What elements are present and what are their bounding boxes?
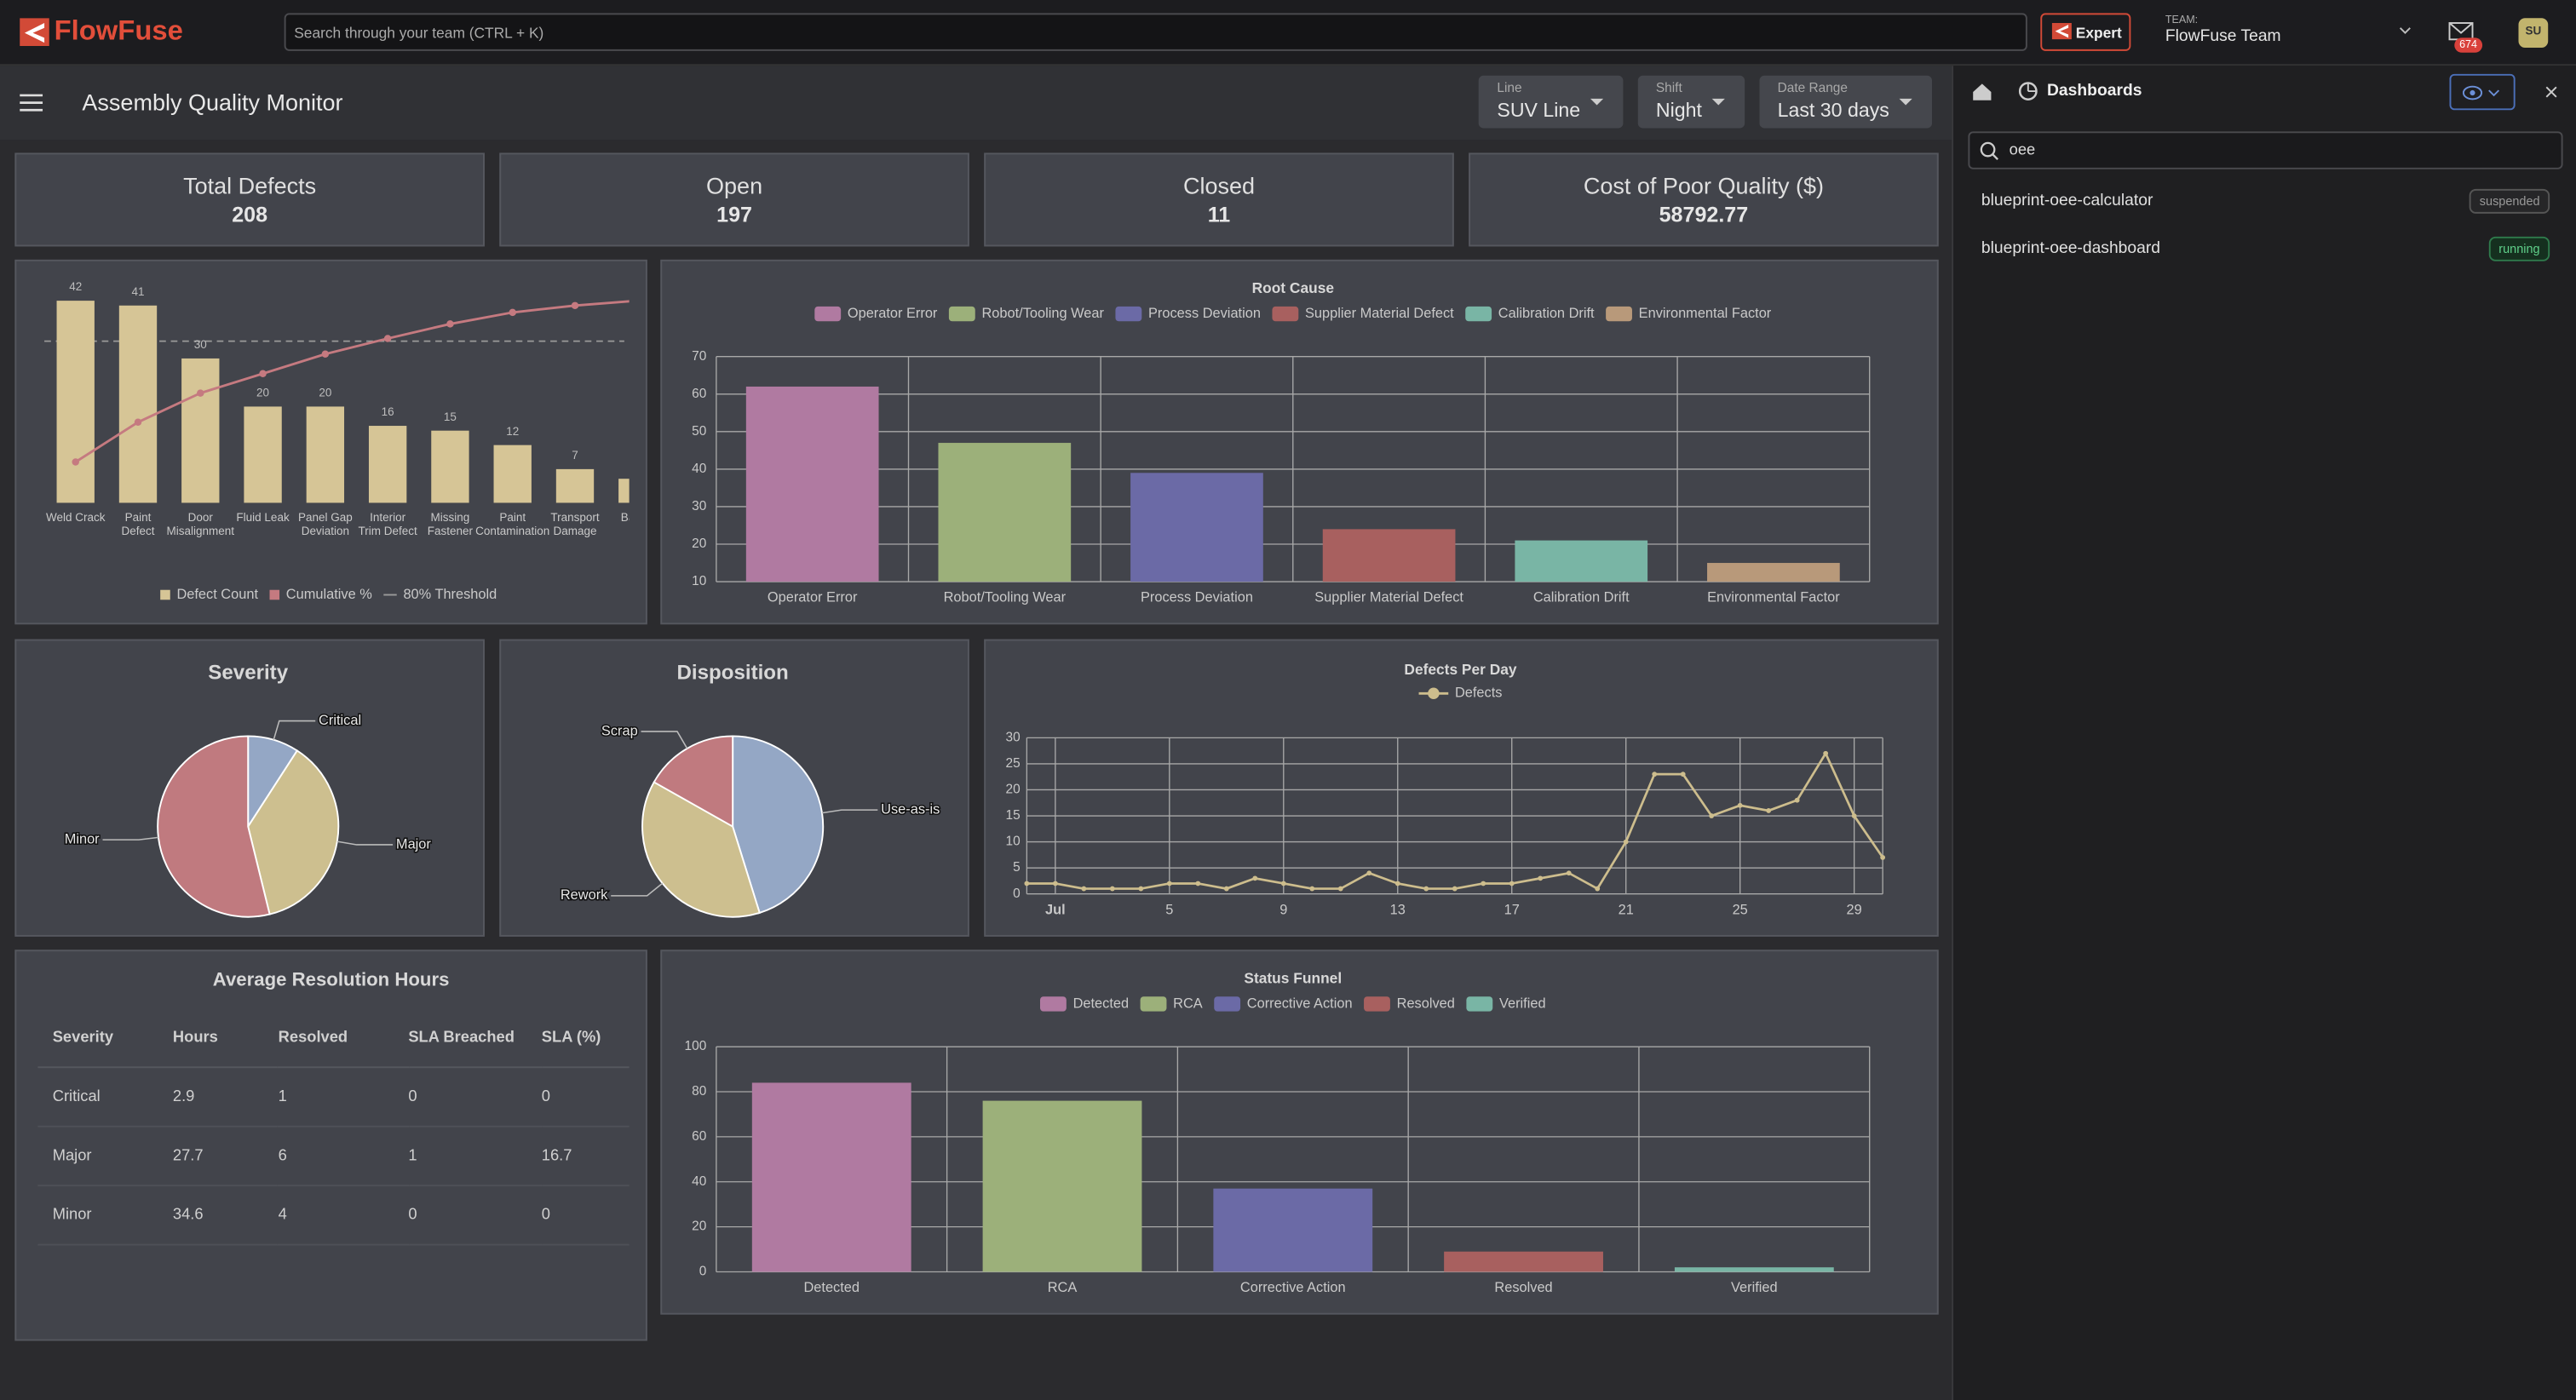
kpi-label: Total Defects	[183, 172, 317, 199]
sidebar: Dashboards oee blueprint-oee-calculator s…	[1952, 66, 2576, 1400]
table-cell: 1	[278, 1067, 409, 1127]
search-box[interactable]: Search through your team (CTRL + K)	[284, 13, 2027, 51]
dropdown-arrow	[1899, 98, 1912, 106]
table-cell: 27.7	[172, 1126, 279, 1187]
visibility-toggle[interactable]	[2449, 73, 2516, 111]
table-header: Severity Hours Resolved SLA Breached SLA (%)	[37, 1007, 630, 1069]
filter-dropdown[interactable]: Shift Night	[1637, 75, 1745, 129]
root-cause-card	[660, 259, 1939, 625]
table-row: Minor 34.6 4 0 0	[37, 1185, 630, 1246]
table-cell: 1	[408, 1126, 542, 1187]
arrow	[1590, 98, 1604, 106]
sidebar-list: blueprint-oee-calculator suspended bluepri…	[1953, 177, 2576, 273]
dashboard-title: Assembly Quality Monitor	[82, 89, 343, 116]
table-cell: 4	[278, 1185, 409, 1246]
resolution-table: Severity Hours Resolved SLA Breached SLA (%)…	[37, 1007, 630, 1246]
table-cell: 0	[408, 1185, 542, 1246]
item-name: blueprint-oee-dashboard	[1981, 239, 2161, 258]
expert-icon	[2051, 23, 2072, 40]
expert-button[interactable]: Expert	[2040, 13, 2131, 51]
table-row: Major 27.7 6 1 16.7	[37, 1126, 630, 1187]
team-name[interactable]: FlowFuse Team	[2165, 27, 2281, 47]
table-cell: Minor	[37, 1185, 173, 1246]
column-header: Resolved	[278, 1007, 409, 1069]
dashboards-icon	[2018, 82, 2038, 100]
column-header: Hours	[172, 1007, 279, 1069]
column-header: Severity	[37, 1007, 173, 1069]
column-header: SLA Breached	[408, 1007, 542, 1069]
table-cell: 0	[541, 1185, 630, 1246]
avatar[interactable]: SU	[2518, 18, 2549, 48]
table-cell: 0	[541, 1067, 630, 1127]
top-bar: FlowFuse Search through your team (CTRL …	[0, 0, 2576, 66]
kpi-label: Closed	[1182, 172, 1256, 199]
filter-dropdown[interactable]: Date Range Last 30 days	[1759, 75, 1932, 129]
search-icon	[1980, 141, 1998, 160]
severity-card	[14, 639, 485, 937]
home-icon[interactable]	[1971, 82, 1992, 101]
column-header: SLA (%)	[541, 1007, 630, 1069]
kpi-card: Open 197	[499, 152, 969, 247]
filter-value: Night	[1655, 98, 1702, 122]
table-card: Average Resolution Hours Severity Hours Re…	[14, 950, 647, 1341]
logo-icon	[20, 18, 49, 47]
filters: Line SUV Line Shift Night Date Range Last 30 …	[1479, 75, 1932, 129]
filter-label: Line	[1497, 80, 1522, 95]
kpi-card: Closed 11	[984, 152, 1454, 247]
table-cell: 6	[278, 1126, 409, 1187]
filter-value: Last 30 days	[1777, 98, 1889, 122]
menu-button[interactable]	[20, 94, 43, 112]
kpi-value: 197	[716, 202, 752, 227]
kpi-label: Open	[706, 172, 763, 199]
expert-label: Expert	[2075, 24, 2122, 42]
status-badge: suspended	[2470, 188, 2550, 214]
table-cell: Major	[37, 1126, 173, 1187]
close-button[interactable]	[2544, 85, 2557, 98]
dropdown-arrow	[1590, 98, 1604, 106]
kpi-value: 58792.77	[1659, 202, 1749, 227]
notification-badge: 674	[2454, 37, 2482, 53]
table-cell: 2.9	[172, 1067, 279, 1127]
dropdown-arrow	[1711, 98, 1725, 106]
sidebar-search[interactable]: oee	[1968, 131, 2563, 169]
search-text: oee	[2009, 141, 2036, 160]
table-cell: Critical	[37, 1067, 173, 1127]
eye-icon	[2462, 85, 2500, 100]
kpi-card: Total Defects 208	[14, 152, 485, 247]
table-cell: 16.7	[541, 1126, 630, 1187]
table-title: Average Resolution Hours	[212, 971, 450, 991]
kpi-value: 208	[232, 202, 268, 227]
dashboard-toolbar: Assembly Quality Monitor Line SUV Line Shi…	[0, 66, 1952, 141]
arrow	[1899, 98, 1912, 106]
pareto-card	[14, 259, 647, 625]
table-row: Critical 2.9 1 0 0	[37, 1067, 630, 1127]
kpi-label: Cost of Poor Quality ($)	[1583, 172, 1824, 199]
defects-per-day-card	[984, 639, 1939, 937]
disposition-card	[499, 639, 969, 937]
kpi-card: Cost of Poor Quality ($) 58792.77	[1469, 152, 1939, 247]
filter-label: Date Range	[1777, 80, 1848, 95]
dashboard-item[interactable]: blueprint-oee-calculator suspended	[1953, 177, 2576, 225]
team-label: TEAM:	[2165, 14, 2199, 26]
status-funnel-card	[660, 950, 1939, 1315]
sidebar-title: Dashboards	[2046, 82, 2142, 100]
table-cell: 34.6	[172, 1185, 279, 1246]
status-badge: running	[2488, 236, 2550, 261]
table-cell: 0	[408, 1067, 542, 1127]
filter-value: SUV Line	[1497, 98, 1581, 122]
item-name: blueprint-oee-calculator	[1981, 192, 2153, 210]
filter-dropdown[interactable]: Line SUV Line	[1479, 75, 1624, 129]
filter-label: Shift	[1655, 80, 1682, 95]
dashboard-item[interactable]: blueprint-oee-dashboard running	[1953, 225, 2576, 273]
team-chevron[interactable]	[2399, 26, 2412, 37]
arrow	[1711, 98, 1725, 106]
kpi-value: 11	[1207, 202, 1231, 227]
logo-text: FlowFuse	[54, 14, 183, 47]
